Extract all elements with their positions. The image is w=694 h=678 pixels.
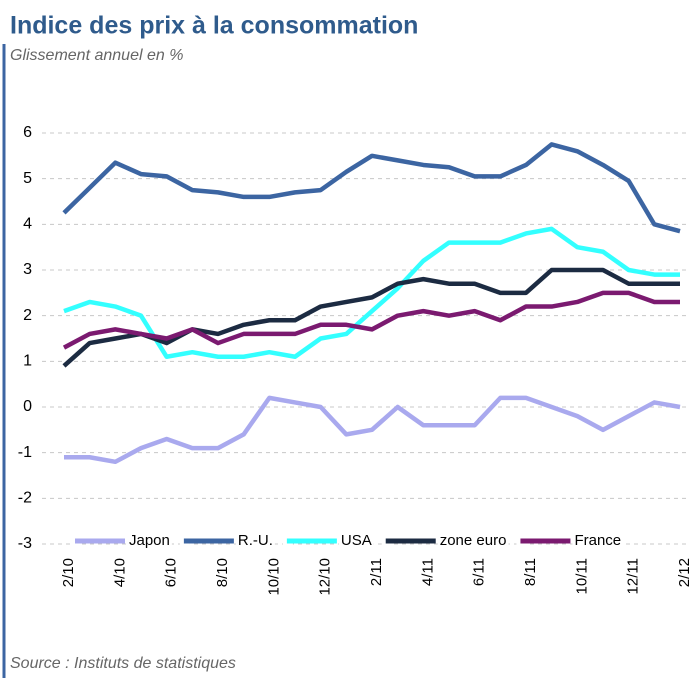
y-tick-label: 6 — [23, 124, 32, 141]
x-tick-label: 10/10 — [265, 558, 282, 596]
legend-text-bg — [235, 531, 275, 551]
y-tick-label: -2 — [18, 490, 32, 507]
legend-label: R.-U. — [238, 532, 273, 549]
legend-text-bg — [127, 531, 172, 551]
y-tick-label: 0 — [23, 398, 32, 415]
legend-label: Japon — [129, 532, 170, 549]
series-line — [63, 226, 680, 360]
series-line — [62, 290, 680, 350]
x-tick-label: 6/10 — [163, 558, 180, 587]
x-tick-label: 2/10 — [60, 558, 77, 587]
legend-text-bg — [437, 531, 509, 551]
y-tick-label: 5 — [23, 170, 32, 187]
y-tick-label: -1 — [18, 444, 32, 461]
x-tick-label: 8/10 — [214, 558, 231, 587]
x-tick-label: 2/12 — [676, 558, 693, 587]
x-tick-label: 12/11 — [625, 558, 642, 594]
legend-text-bg — [572, 531, 624, 551]
legend-label: France — [574, 532, 621, 549]
y-tick-label: 2 — [23, 307, 32, 324]
x-tick-label: 4/11 — [419, 558, 436, 586]
x-tick-label: 2/11 — [368, 558, 385, 586]
y-tick-label: -3 — [18, 535, 32, 552]
x-tick-label: 10/11 — [573, 558, 590, 594]
series-line — [62, 267, 680, 368]
series-line — [64, 395, 681, 465]
y-tick-label: 1 — [23, 353, 32, 370]
source-note: Source : Instituts de statistiques — [10, 655, 236, 672]
x-tick-label: 8/11 — [522, 558, 539, 586]
x-tick-label: 12/10 — [317, 558, 334, 596]
series-line — [62, 142, 681, 234]
x-tick-label: 4/10 — [111, 558, 128, 587]
chart-title: Indice des prix à la consommation — [10, 12, 418, 40]
legend-label: USA — [341, 532, 372, 549]
y-tick-label: 3 — [23, 261, 32, 278]
x-tick-label: 6/11 — [471, 558, 488, 586]
y-tick-label: 4 — [23, 216, 32, 233]
legend-label: zone euro — [440, 532, 507, 549]
legend-text-bg — [338, 531, 374, 551]
chart-subtitle: Glissement annuel en % — [10, 47, 183, 64]
